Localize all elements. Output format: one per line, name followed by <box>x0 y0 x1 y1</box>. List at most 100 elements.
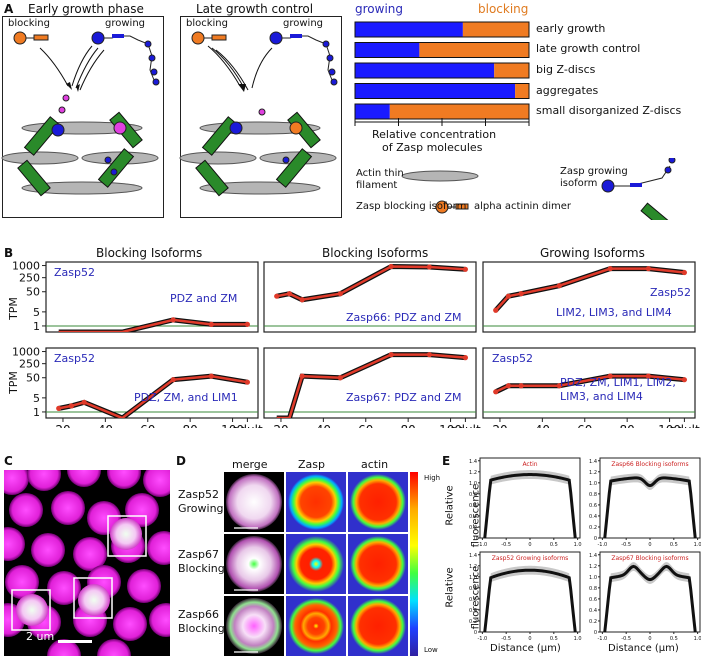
d-cell-2-0 <box>226 598 282 654</box>
d-row-0b: Growing <box>178 502 224 515</box>
b-point-3-4 <box>170 377 176 383</box>
b-domain-4: Zasp67: PDZ and ZM <box>346 391 462 404</box>
cell-21 <box>113 607 147 641</box>
bar-growing-2 <box>355 63 495 78</box>
e-xtick-label: 0.5 <box>550 542 558 548</box>
e-xtick-label: 1.0 <box>574 542 582 548</box>
cell-10 <box>31 533 65 567</box>
fluorescence-micrograph <box>4 470 170 656</box>
e-frame-1 <box>599 457 701 539</box>
b-xtick-label: 20 <box>273 423 288 428</box>
b-point-2-3 <box>556 283 562 289</box>
b-point-5-2 <box>518 383 524 389</box>
e-ytick-label: 1.4 <box>589 459 597 465</box>
bar-growing-3 <box>355 83 516 99</box>
b-frame-2 <box>482 261 696 333</box>
b-ytick-label: 5 <box>33 306 40 319</box>
cell-23 <box>47 639 81 656</box>
e-ytick-label: 0.6 <box>589 503 597 509</box>
d-cell-2-2 <box>350 598 406 654</box>
e-title-3: Zasp67 Blocking isoforms <box>611 555 688 562</box>
b-ytick-label: 250 <box>19 358 40 371</box>
b-xtick-label: 20 <box>55 423 70 428</box>
b-xtick-label: 80 <box>620 423 635 428</box>
e-ytick-label: 0.2 <box>589 619 597 625</box>
b-point-0-5 <box>244 321 250 327</box>
panel-b-title-2: Blocking Isoforms <box>322 246 429 260</box>
e-ytick-label: 0.2 <box>589 525 597 531</box>
e-ytick-label: 0.6 <box>469 597 477 603</box>
cell-2 <box>67 470 101 487</box>
tpm-line-charts: 100025050511000250505120406080100adult20… <box>12 260 700 428</box>
e-xtick-label: 0 <box>648 636 651 642</box>
e-ytick-label: 1.2 <box>589 470 597 476</box>
e-mean-line-2 <box>483 568 577 633</box>
cell-6 <box>51 491 85 525</box>
e-title-0: Actin <box>522 461 537 468</box>
b-point-5-1 <box>505 383 512 389</box>
cell-8 <box>125 493 159 527</box>
d-row-2a: Zasp66 <box>178 608 219 621</box>
bars-header-growing: growing <box>355 2 403 16</box>
bar-blocking-0 <box>462 22 529 37</box>
d-colorbar <box>410 472 418 656</box>
b-point-2-6 <box>681 269 688 276</box>
blocking-domain <box>33 34 49 41</box>
bar-blocking-4 <box>389 104 529 119</box>
e-ytick-label: 0.6 <box>589 597 597 603</box>
e-xlabel-left: Distance (μm) <box>490 643 561 654</box>
b-series-0 <box>58 318 248 332</box>
e-xtick-label: -0.5 <box>621 636 631 642</box>
highlight-cell-2 <box>16 594 48 626</box>
bar-blocking-3 <box>515 83 529 99</box>
cell-15 <box>47 571 81 605</box>
b-point-2-4 <box>607 266 613 272</box>
relative-concentration-bars <box>354 21 530 126</box>
cell-24 <box>97 639 131 656</box>
e-ytick-label: 1.4 <box>469 553 477 559</box>
legend-alpha-label: alpha actinin dimer <box>474 201 571 212</box>
b-gene-2: Zasp52 <box>650 286 691 299</box>
e-ytick-label: 0.4 <box>589 514 597 520</box>
e-xtick-label: 1.0 <box>694 542 701 548</box>
b-ytick-label: 250 <box>19 272 40 285</box>
b-point-2-0 <box>493 307 499 313</box>
e-xtick-label: 0 <box>528 542 531 548</box>
b-gene-5: Zasp52 <box>492 352 533 365</box>
e-subplot-0: 1.41.21.00.80.60.40.20-1.0 -0.5 0 0.5 1.0Act… <box>469 457 582 548</box>
b-xtick-label: 20 <box>492 423 507 428</box>
d-row-0a: Zasp52 <box>178 488 219 501</box>
e-subplot-2: 1.41.21.00.80.60.40.20-1.0 -0.5 0 0.5 1.0Zas… <box>469 551 582 642</box>
d-cell-1-2 <box>350 536 406 592</box>
b-xtick-label: adult <box>669 423 700 428</box>
bars-label-2: big Z-discs <box>536 63 596 76</box>
b-ytick-label: 1 <box>33 406 40 419</box>
cell-4 <box>143 470 170 497</box>
panel-label-a: A <box>4 2 14 16</box>
e-mean-line-1 <box>603 476 697 539</box>
panel-label-e: E <box>442 454 451 468</box>
e-xtick-label: 0 <box>648 542 651 548</box>
panel-b-title-3: Growing Isoforms <box>540 246 645 260</box>
cell-1 <box>27 470 61 491</box>
e-band-3 <box>604 562 696 632</box>
e-ytick-label: 0.4 <box>589 608 597 614</box>
cell-5 <box>9 493 43 527</box>
e-ytick-label: 0.8 <box>589 586 597 592</box>
b-point-0-3 <box>170 317 176 323</box>
bar-outline-0 <box>354 21 530 38</box>
bars-axis-label-2: of Zasp molecules <box>382 141 483 154</box>
bar-outline-1 <box>354 42 530 58</box>
bars-label-4: small disorganized Z-discs <box>536 104 682 117</box>
selection-box-1 <box>73 577 113 619</box>
selection-box-2 <box>11 589 51 631</box>
e-ytick-label: 1.2 <box>469 470 477 476</box>
cell-9 <box>4 527 25 561</box>
panel-a-left-title: Early growth phase <box>28 2 144 16</box>
e-ytick-label: 1.0 <box>589 575 597 581</box>
b-point-5-0 <box>493 389 499 395</box>
b-xtick-label: 60 <box>358 423 373 428</box>
e-xtick-label: -1.0 <box>597 636 607 642</box>
bar-growing-4 <box>355 104 390 119</box>
b-xtick-label: 60 <box>577 423 592 428</box>
